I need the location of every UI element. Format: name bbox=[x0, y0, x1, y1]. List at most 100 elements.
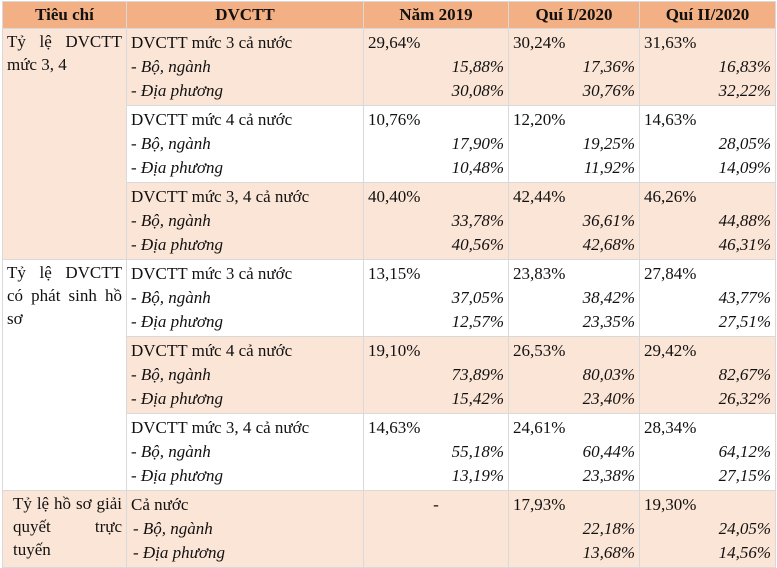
table-row: DVCTT mức 3, 4 cả nước - Bộ, ngành - Địa… bbox=[3, 182, 776, 260]
value: 24,61% bbox=[513, 418, 566, 437]
value: 13,68% bbox=[582, 543, 635, 562]
header-year-2019: Năm 2019 bbox=[363, 1, 509, 29]
value-cell-2019: 13,15% 37,05% 12,57% bbox=[363, 259, 509, 337]
table-row: Tỷ lệ hồ sơ giải quyết trực tuyến Cả nướ… bbox=[2, 490, 776, 568]
value: 46,26% bbox=[644, 187, 697, 206]
value-cell-q1: 24,61% 60,44% 23,38% bbox=[508, 413, 640, 491]
value-cell-2019: 19,10% 73,89% 15,42% bbox=[363, 336, 509, 414]
value: 12,57% bbox=[451, 312, 504, 331]
value: 23,40% bbox=[582, 389, 635, 408]
value: 44,88% bbox=[718, 211, 771, 230]
dvctt-cell: Cả nước - Bộ, ngành - Địa phương bbox=[126, 490, 364, 568]
value: 27,15% bbox=[718, 466, 771, 485]
value-cell-q1: 42,44% 36,61% 42,68% bbox=[508, 182, 640, 260]
value: 42,44% bbox=[513, 187, 566, 206]
row-label: - Bộ, ngành bbox=[131, 365, 211, 384]
value-cell-q2: 14,63% 28,05% 14,09% bbox=[639, 105, 776, 183]
value bbox=[368, 517, 504, 541]
dvctt-cell: DVCTT mức 4 cả nước - Bộ, ngành - Địa ph… bbox=[126, 105, 364, 183]
row-label: - Địa phương bbox=[131, 389, 224, 408]
value: 19,10% bbox=[368, 341, 421, 360]
value: 32,22% bbox=[718, 81, 771, 100]
value-cell-2019: - bbox=[363, 490, 509, 568]
value: 17,93% bbox=[513, 495, 566, 514]
value: 40,56% bbox=[451, 235, 504, 254]
value: 29,64% bbox=[368, 33, 421, 52]
row-label: - Bộ, ngành bbox=[131, 288, 211, 307]
criterion-cell: Tỷ lệ hồ sơ giải quyết trực tuyến bbox=[2, 490, 127, 568]
value: 22,18% bbox=[582, 519, 635, 538]
value: 14,63% bbox=[368, 418, 421, 437]
row-label: DVCTT mức 4 cả nước bbox=[131, 341, 293, 360]
value: 43,77% bbox=[718, 288, 771, 307]
row-label: - Bộ, ngành bbox=[131, 442, 211, 461]
value: 28,05% bbox=[718, 134, 771, 153]
value-cell-2019: 10,76% 17,90% 10,48% bbox=[363, 105, 509, 183]
table-row: DVCTT mức 4 cả nước - Bộ, ngành - Địa ph… bbox=[3, 105, 776, 183]
value: 26,53% bbox=[513, 341, 566, 360]
dvctt-cell: DVCTT mức 4 cả nước - Bộ, ngành - Địa ph… bbox=[126, 336, 364, 414]
header-criterion: Tiêu chí bbox=[2, 1, 127, 29]
row-label: DVCTT mức 3, 4 cả nước bbox=[131, 418, 310, 437]
criterion-cell: Tỷ lệ DVCTT mức 3, 4 bbox=[2, 28, 127, 260]
value: 11,92% bbox=[583, 158, 635, 177]
value-cell-q1: 12,20% 19,25% 11,92% bbox=[508, 105, 640, 183]
value-cell-q2: 31,63% 16,83% 32,22% bbox=[639, 28, 776, 106]
value: 17,90% bbox=[451, 134, 504, 153]
value: 27,51% bbox=[718, 312, 771, 331]
value: 82,67% bbox=[718, 365, 771, 384]
value: 30,08% bbox=[451, 81, 504, 100]
value: - bbox=[433, 495, 439, 514]
table-row: Tỷ lệ DVCTT mức 3, 4 DVCTT mức 3 cả nước… bbox=[2, 28, 776, 260]
value: 15,88% bbox=[451, 57, 504, 76]
header-q1-2020: Quí I/2020 bbox=[508, 1, 640, 29]
value-cell-q2: 19,30% 24,05% 14,56% bbox=[639, 490, 776, 568]
header-q2-2020: Quí II/2020 bbox=[639, 1, 776, 29]
row-label: DVCTT mức 4 cả nước bbox=[131, 110, 293, 129]
row-label: - Địa phương bbox=[131, 235, 224, 254]
value-cell-q1: 30,24% 17,36% 30,76% bbox=[508, 28, 640, 106]
value: 19,30% bbox=[644, 495, 697, 514]
value: 42,68% bbox=[582, 235, 635, 254]
value-cell-q1: 26,53% 80,03% 23,40% bbox=[508, 336, 640, 414]
value: 14,63% bbox=[644, 110, 697, 129]
value: 33,78% bbox=[451, 211, 504, 230]
value: 29,42% bbox=[644, 341, 697, 360]
value-cell-2019: 14,63% 55,18% 13,19% bbox=[363, 413, 509, 491]
value: 14,56% bbox=[718, 543, 771, 562]
value: 23,35% bbox=[582, 312, 635, 331]
row-label: - Bộ, ngành bbox=[131, 57, 211, 76]
row-label: - Bộ, ngành bbox=[131, 211, 211, 230]
dvctt-cell: DVCTT mức 3, 4 cả nước - Bộ, ngành - Địa… bbox=[126, 413, 364, 491]
value: 10,76% bbox=[368, 110, 421, 129]
value: 23,38% bbox=[582, 466, 635, 485]
row-label: DVCTT mức 3 cả nước bbox=[131, 33, 293, 52]
row-label: DVCTT mức 3 cả nước bbox=[131, 264, 293, 283]
value: 13,19% bbox=[451, 466, 504, 485]
value: 30,24% bbox=[513, 33, 566, 52]
value: 28,34% bbox=[644, 418, 697, 437]
value: 31,63% bbox=[644, 33, 697, 52]
value: 24,05% bbox=[718, 519, 771, 538]
value: 46,31% bbox=[718, 235, 771, 254]
row-label: - Bộ, ngành bbox=[131, 134, 211, 153]
table-row: DVCTT mức 3, 4 cả nước - Bộ, ngành - Địa… bbox=[3, 413, 776, 491]
value: 36,61% bbox=[582, 211, 635, 230]
table-row: Tỷ lệ DVCTT có phát sinh hồ sơ DVCTT mức… bbox=[2, 259, 776, 491]
value-cell-2019: 40,40% 33,78% 40,56% bbox=[363, 182, 509, 260]
value: 73,89% bbox=[451, 365, 504, 384]
value: 14,09% bbox=[718, 158, 771, 177]
value-cell-q2: 46,26% 44,88% 46,31% bbox=[639, 182, 776, 260]
header-dvctt: DVCTT bbox=[126, 1, 364, 29]
value: 30,76% bbox=[582, 81, 635, 100]
value-cell-q2: 29,42% 82,67% 26,32% bbox=[639, 336, 776, 414]
row-label: - Bộ, ngành bbox=[133, 519, 213, 538]
row-label: - Địa phương bbox=[131, 312, 224, 331]
value: 26,32% bbox=[718, 389, 771, 408]
value: 13,15% bbox=[368, 264, 421, 283]
value: 27,84% bbox=[644, 264, 697, 283]
value-cell-2019: 29,64% 15,88% 30,08% bbox=[363, 28, 509, 106]
value: 64,12% bbox=[718, 442, 771, 461]
row-label: DVCTT mức 3, 4 cả nước bbox=[131, 187, 310, 206]
